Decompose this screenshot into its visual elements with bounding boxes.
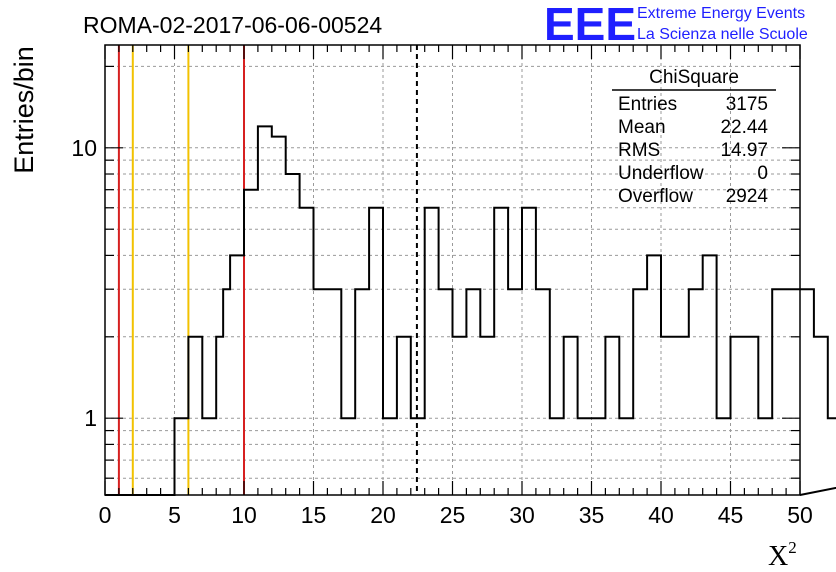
histogram-bars [105,125,836,496]
stats-value-entries: 3175 [726,94,768,115]
x-tick-label: 20 [370,502,396,528]
plot-frame [104,44,801,496]
logo-line-2: La Scienza nelle Scuole [637,26,808,43]
stats-label-underflow: Underflow [618,163,704,184]
y-axis-label: Entries/bin [9,46,39,174]
x-tick-label: 30 [509,502,535,528]
stats-label-overflow: Overflow [618,186,693,207]
x-tick-label: 15 [301,502,327,528]
x-tick-label: 5 [168,502,181,528]
x-tick-label: 45 [718,502,744,528]
y-tick-label: 10 [71,135,97,161]
stats-label-rms: RMS [618,140,660,161]
stats-box: ChiSquare Entries 3175 Mean 22.44 RMS 14… [612,67,776,207]
x-tick-label: 35 [579,502,605,528]
grid [105,45,800,495]
x-tick-label: 0 [99,502,112,528]
x-tick-label: 25 [440,502,466,528]
eee-logo-mark: EEE [544,0,636,50]
x-axis-label-base: X [768,541,788,572]
stats-label-mean: Mean [618,117,666,138]
x-axis-label: X2 [768,538,797,572]
marker-lines [117,45,418,495]
stats-value-underflow: 0 [757,163,768,184]
x-axis-label-superscript: 2 [788,538,797,557]
stats-value-mean: 22.44 [720,117,768,138]
stats-label-entries: Entries [618,94,677,115]
histogram-outline [105,125,836,496]
y-tick-label: 1 [84,405,97,431]
tick-labels: 0 5 10 15 20 25 30 35 40 45 50 1 10 [71,135,812,528]
x-tick-label: 40 [648,502,674,528]
stats-value-overflow: 2924 [726,186,769,207]
stats-value-rms: 14.97 [720,140,768,161]
chart-title: ROMA-02-2017-06-06-00524 [83,12,382,38]
stats-title: ChiSquare [649,67,739,88]
x-tick-label: 10 [231,502,257,528]
x-tick-label: 50 [787,502,813,528]
logo-line-1: Extreme Energy Events [637,5,805,22]
